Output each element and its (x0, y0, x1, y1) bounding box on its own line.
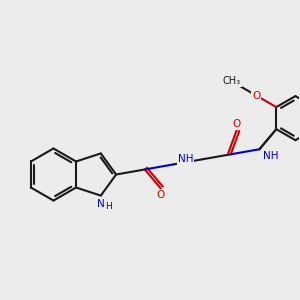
Text: NH: NH (178, 154, 194, 164)
Text: O: O (252, 91, 260, 100)
Text: CH₃: CH₃ (223, 76, 241, 86)
Text: N: N (97, 199, 105, 209)
Text: H: H (105, 202, 112, 211)
Text: O: O (232, 119, 240, 129)
Text: O: O (157, 190, 165, 200)
Text: NH: NH (263, 151, 279, 161)
